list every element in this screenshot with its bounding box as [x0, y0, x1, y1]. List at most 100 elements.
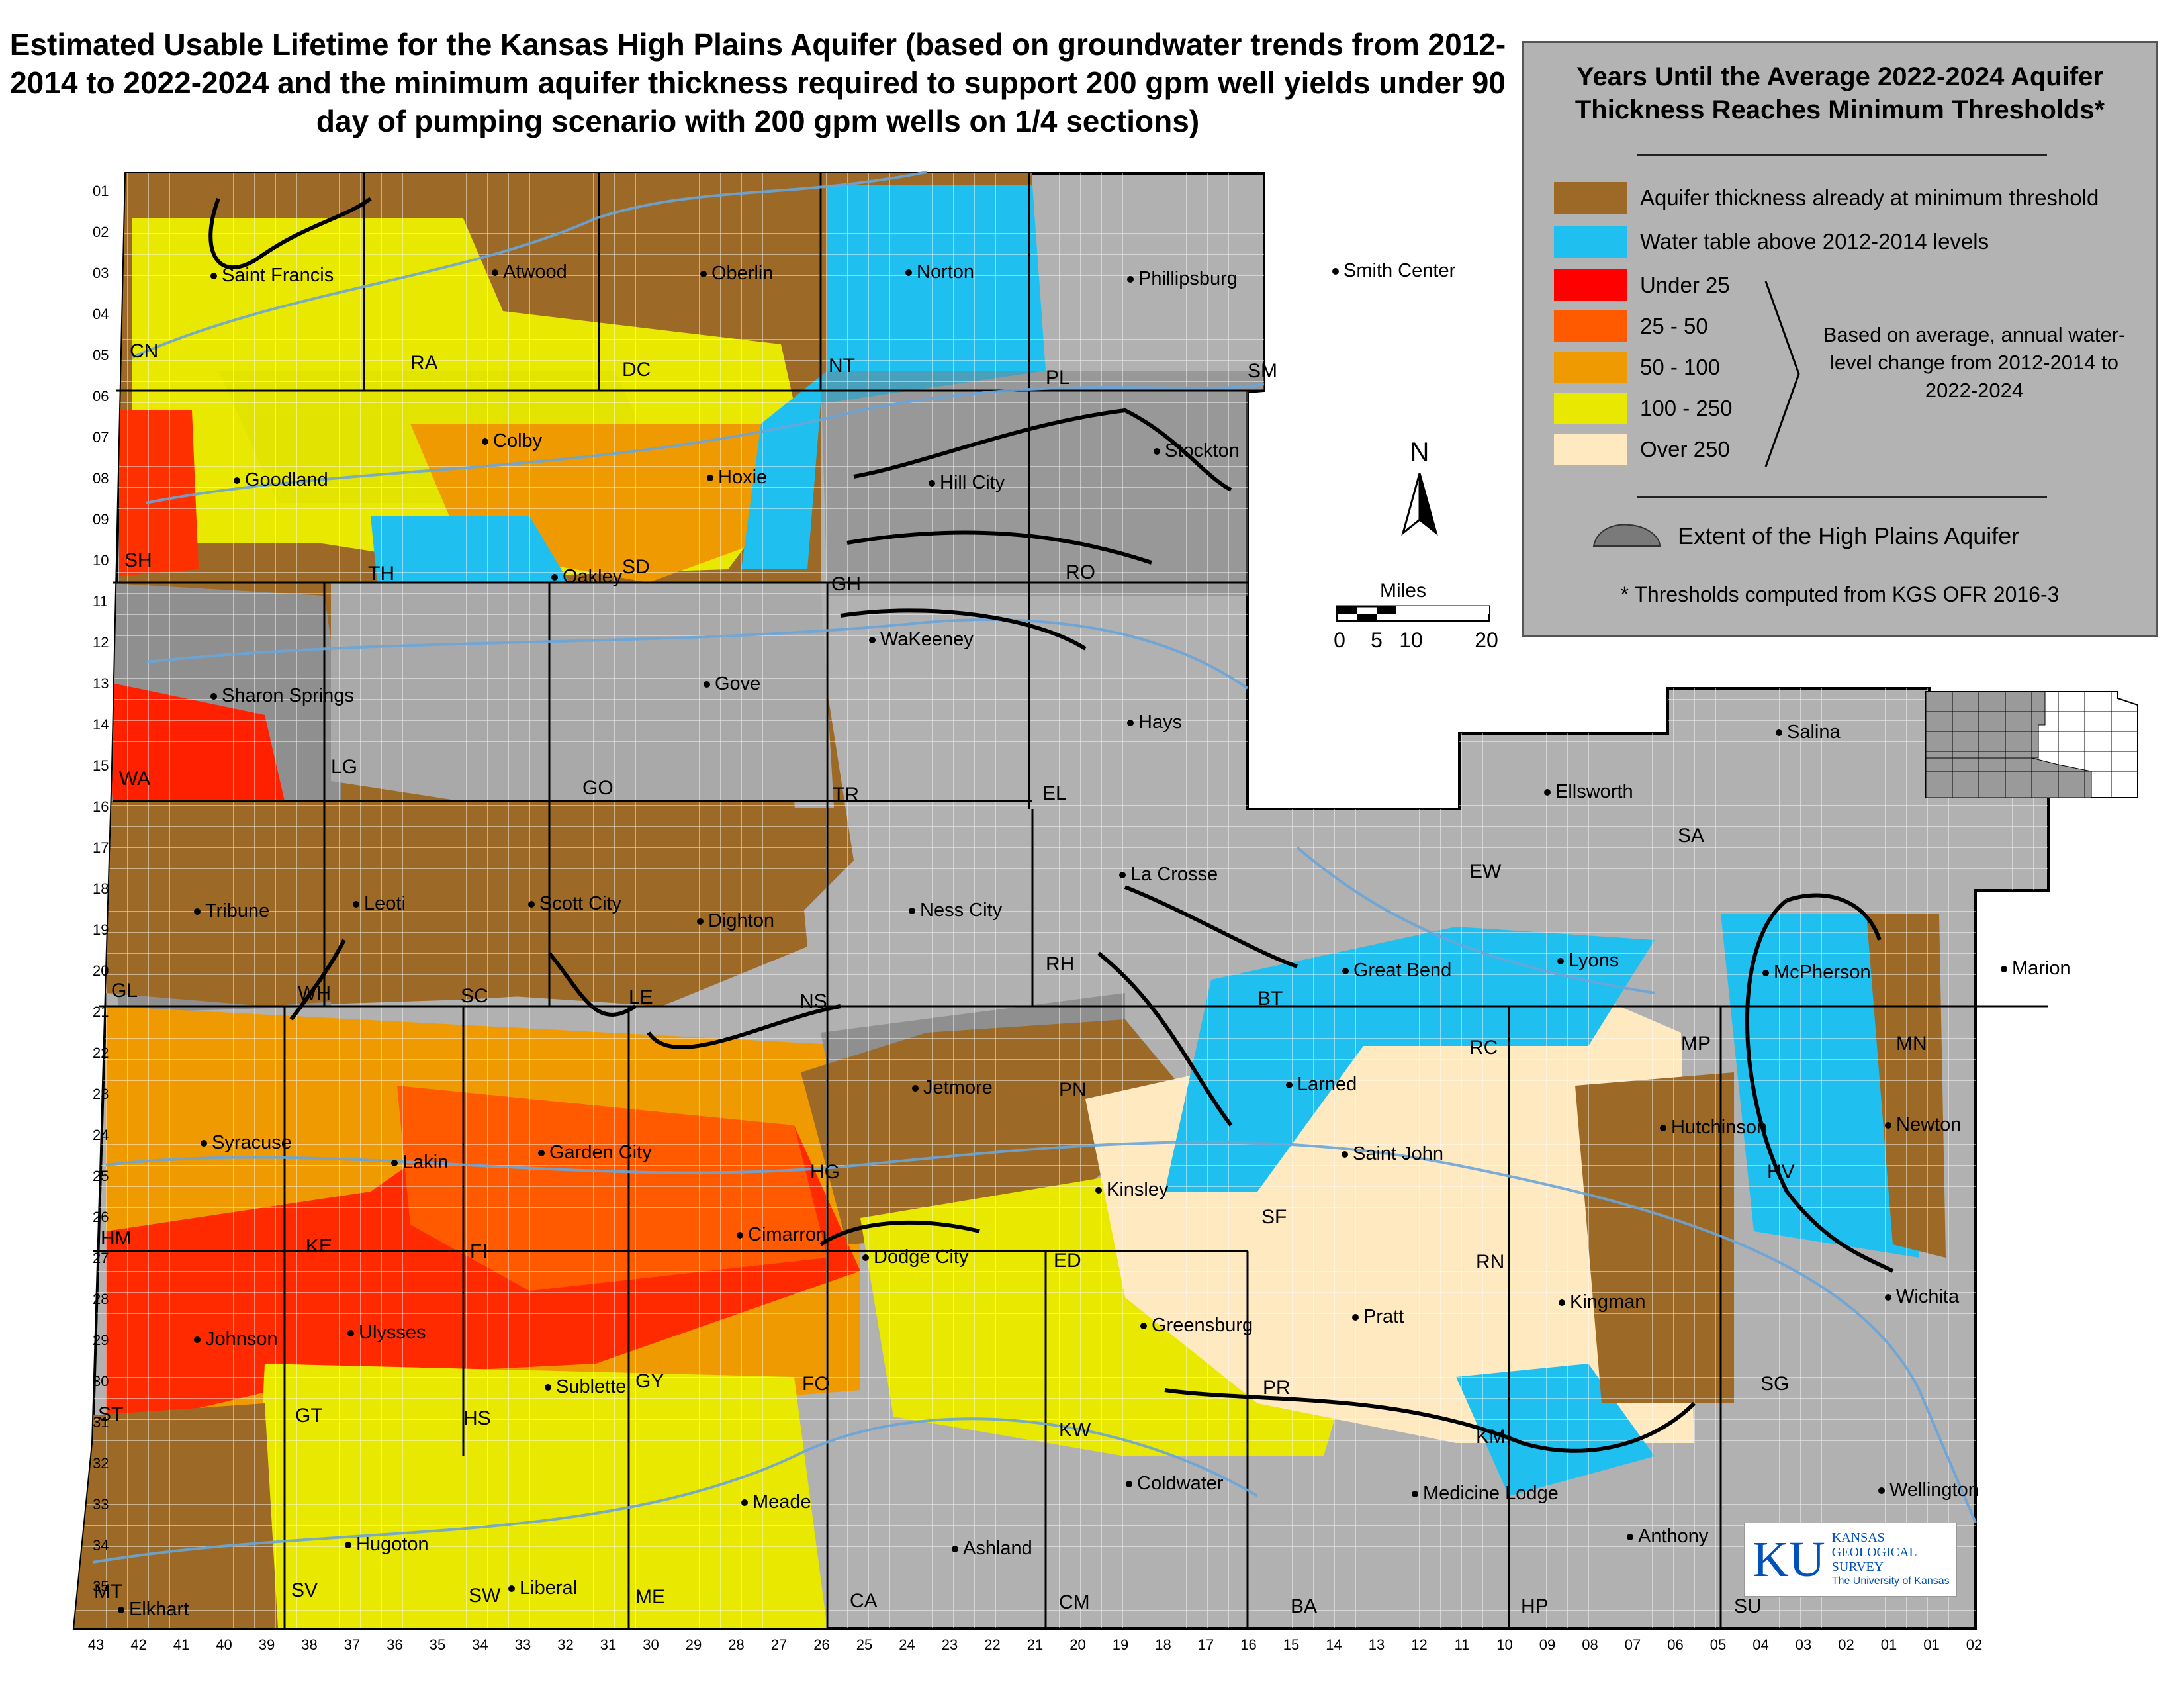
township-label: 03 — [93, 265, 109, 281]
legend-item-under-25: Under 25 — [1554, 269, 1730, 301]
city-label: Salina — [1787, 722, 1841, 743]
county-label: RN — [1476, 1251, 1504, 1273]
county-label: LG — [331, 756, 357, 778]
city-label: Leoti — [364, 893, 406, 914]
legend-item-label: 50 - 100 — [1640, 355, 1721, 379]
city-label: Greensburg — [1152, 1315, 1253, 1336]
city-dot — [1342, 968, 1349, 974]
county-label: EW — [1469, 861, 1502, 882]
county-label: GL — [111, 980, 138, 1002]
county-label: NT — [829, 355, 855, 377]
legend-divider — [1637, 496, 2047, 498]
city-dot — [538, 1150, 545, 1156]
city-label: Liberal — [520, 1577, 577, 1599]
county-label: RC — [1469, 1037, 1498, 1058]
county-label: KM — [1476, 1426, 1506, 1448]
range-label: 09 — [1539, 1636, 1555, 1653]
city-dot — [909, 908, 915, 914]
range-label: 40 — [216, 1636, 232, 1653]
county-label: HG — [810, 1161, 840, 1183]
county-label: MN — [1896, 1033, 1927, 1055]
township-label: 07 — [93, 429, 109, 445]
county-label: FI — [470, 1241, 488, 1262]
legend-footnote: * Thresholds computed from KGS OFR 2016-… — [1620, 583, 2060, 606]
county-label: GH — [831, 573, 861, 595]
city-dot — [210, 273, 217, 279]
city-dot — [234, 477, 240, 484]
city-dot — [194, 908, 201, 915]
city-dot — [1559, 1299, 1565, 1306]
county-label: BA — [1291, 1595, 1317, 1617]
legend-item-label: Under 25 — [1640, 273, 1730, 297]
legend-item-above-levels: Water table above 2012-2014 levels — [1554, 226, 1989, 258]
city-dot — [1352, 1314, 1359, 1321]
city-dot — [1776, 729, 1782, 736]
county-label: TH — [368, 563, 394, 585]
township-label: 27 — [93, 1250, 109, 1266]
city-dot — [905, 269, 912, 276]
township-label: 22 — [93, 1045, 109, 1061]
county-label: ST — [98, 1403, 123, 1425]
range-label: 26 — [813, 1636, 829, 1653]
rivers — [92, 171, 1977, 1564]
city-label: Syracuse — [212, 1132, 292, 1153]
legend-item-50-100: 50 - 100 — [1554, 352, 1720, 383]
city-dot — [118, 1607, 124, 1613]
city-dot — [1154, 448, 1160, 455]
range-label: 01 — [1923, 1636, 1939, 1653]
township-label: 08 — [93, 470, 109, 487]
county-label: CA — [850, 1590, 878, 1612]
city-label: Kingman — [1570, 1291, 1645, 1313]
north-arrow-icon: N — [1401, 438, 1438, 536]
legend-item-25-50: 25 - 50 — [1554, 310, 1708, 342]
township-label: 17 — [93, 839, 109, 856]
city-dot — [697, 918, 704, 925]
city-label: Coldwater — [1137, 1473, 1224, 1494]
city-dot — [700, 271, 707, 277]
range-label: 28 — [728, 1636, 744, 1653]
range-label: 12 — [1411, 1636, 1427, 1653]
city-dot — [929, 480, 935, 487]
city-dot — [1286, 1082, 1293, 1088]
county-label: PR — [1263, 1377, 1291, 1399]
legend-item-label: Extent of the High Plains Aquifer — [1678, 522, 2020, 549]
city-label: Hoxie — [718, 467, 767, 488]
county-label: KW — [1059, 1419, 1091, 1441]
township-label: 05 — [93, 347, 109, 363]
county-label: RA — [410, 352, 438, 374]
city-label: Ellsworth — [1555, 781, 1633, 802]
range-label: 36 — [387, 1636, 402, 1653]
range-label: 27 — [771, 1636, 787, 1653]
township-label: 28 — [93, 1291, 109, 1307]
city-labels: Saint Francis Atwood Oberlin Norton Phillips… — [118, 260, 2071, 1620]
city-dot — [347, 1330, 354, 1336]
township-label: 26 — [93, 1209, 109, 1225]
city-dot — [2001, 966, 2007, 972]
city-dot — [1119, 872, 1126, 878]
city-label: Newton — [1896, 1114, 1961, 1135]
city-label: Hutchinson — [1671, 1117, 1767, 1138]
kansas-locator-map — [1925, 691, 2138, 798]
range-label: 30 — [643, 1636, 659, 1653]
county-label: GY — [635, 1370, 664, 1392]
city-dot — [1660, 1125, 1666, 1131]
township-label: 29 — [93, 1332, 109, 1348]
city-label: Elkhart — [129, 1599, 189, 1620]
county-label: TR — [833, 784, 859, 806]
county-label: CN — [130, 340, 158, 362]
city-label: Jetmore — [923, 1077, 993, 1098]
range-label: 25 — [856, 1636, 872, 1653]
city-dot — [737, 1232, 743, 1239]
county-labels: CN RA DC NT PL SM SH TH SD GH RO WA LG G… — [94, 340, 1927, 1617]
county-label: PN — [1059, 1079, 1087, 1101]
city-label: Oberlin — [711, 263, 774, 284]
county-label: RO — [1066, 561, 1095, 583]
legend-title: Years Until the Average 2022-2024 Aquife… — [1574, 62, 2105, 124]
legend-item-over-250: Over 250 — [1554, 434, 1730, 465]
city-label: Marion — [2012, 958, 2071, 979]
city-label: Colby — [493, 430, 543, 451]
range-label: 24 — [899, 1636, 915, 1653]
county-label: HS — [463, 1407, 491, 1429]
county-label: MP — [1681, 1033, 1711, 1055]
